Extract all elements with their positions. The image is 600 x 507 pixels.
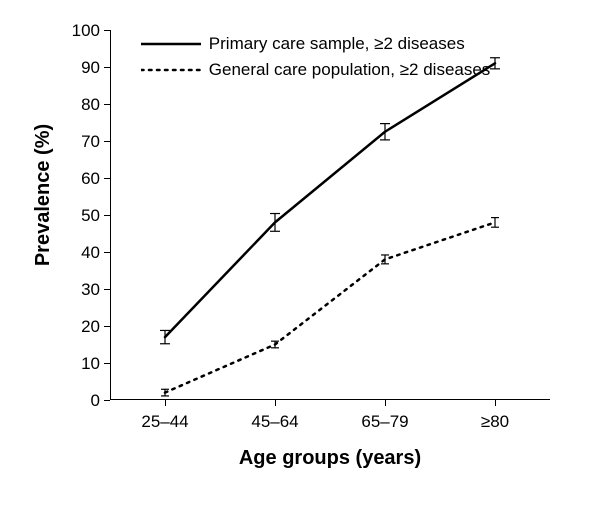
legend-label: Primary care sample, ≥2 diseases	[209, 34, 465, 54]
legend-line-icon	[141, 38, 201, 50]
y-tick	[104, 363, 110, 365]
legend: Primary care sample, ≥2 diseases General …	[141, 34, 491, 86]
x-tick	[495, 400, 497, 406]
legend-line-icon	[141, 64, 201, 76]
y-tick	[104, 141, 110, 143]
x-tick-label: 25–44	[115, 412, 215, 432]
y-tick-label: 0	[91, 391, 100, 411]
x-axis-title: Age groups (years)	[110, 447, 550, 470]
y-tick	[104, 104, 110, 106]
y-tick-label: 60	[81, 169, 100, 189]
y-tick	[104, 400, 110, 402]
y-tick-label: 70	[81, 132, 100, 152]
y-tick-label: 30	[81, 280, 100, 300]
y-tick	[104, 178, 110, 180]
y-tick	[104, 326, 110, 328]
y-tick-label: 20	[81, 317, 100, 337]
error-bar	[491, 218, 499, 228]
x-tick	[385, 400, 387, 406]
y-tick	[104, 30, 110, 32]
y-tick-label: 80	[81, 95, 100, 115]
y-tick-label: 100	[72, 21, 100, 41]
error-bar	[270, 214, 280, 232]
chart-container: Prevalence (%) Age groups (years) Primar…	[0, 0, 600, 507]
x-tick	[165, 400, 167, 406]
y-tick	[104, 215, 110, 217]
y-tick-label: 10	[81, 354, 100, 374]
y-tick	[104, 289, 110, 291]
x-tick-label: 65–79	[335, 412, 435, 432]
y-tick-label: 90	[81, 58, 100, 78]
y-axis-title: Prevalence (%)	[32, 95, 55, 295]
x-tick-label: 45–64	[225, 412, 325, 432]
y-tick-label: 40	[81, 243, 100, 263]
series-line-primary	[165, 63, 495, 337]
legend-item: General care population, ≥2 diseases	[141, 60, 491, 80]
y-tick-label: 50	[81, 206, 100, 226]
legend-label: General care population, ≥2 diseases	[209, 60, 491, 80]
error-bar	[490, 58, 500, 69]
legend-item: Primary care sample, ≥2 diseases	[141, 34, 491, 54]
y-tick	[104, 252, 110, 254]
series-line-general	[165, 222, 495, 392]
x-tick-label: ≥80	[445, 412, 545, 432]
error-bar	[380, 124, 390, 140]
x-tick	[275, 400, 277, 406]
y-tick	[104, 67, 110, 69]
